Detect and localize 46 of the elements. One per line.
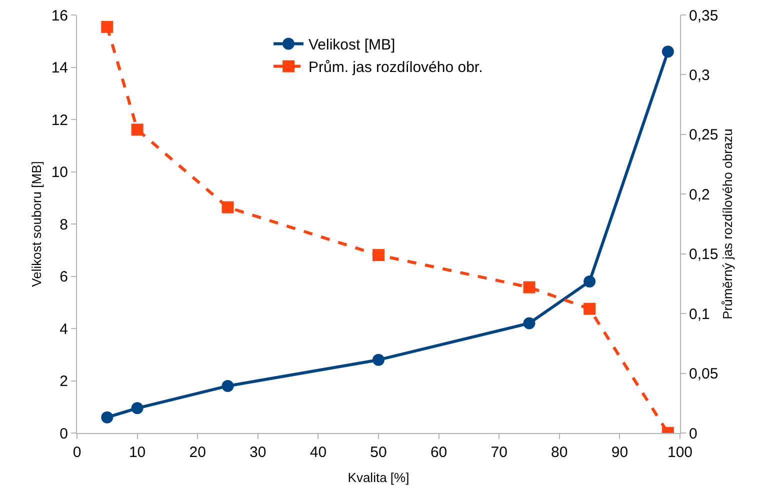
legend-label: Prům. jas rozdílového obr. xyxy=(308,59,483,76)
point xyxy=(372,249,384,262)
point xyxy=(662,46,674,58)
y-tick-label: 0 xyxy=(60,425,68,442)
point xyxy=(222,201,234,214)
point xyxy=(584,302,596,315)
x-tick-label: 30 xyxy=(250,444,266,461)
y-tick-label: 16 xyxy=(51,7,68,24)
x-axis-title: Kvalita [%] xyxy=(348,470,410,485)
x-tick-label: 80 xyxy=(551,444,568,461)
x-tick-label: 0 xyxy=(72,444,82,461)
point xyxy=(101,20,114,33)
x-tick-label: 60 xyxy=(430,444,448,461)
x-tick-label: 10 xyxy=(128,444,146,461)
legend-label: Velikost [MB] xyxy=(308,36,396,54)
y-tick-label: 14 xyxy=(51,60,68,76)
point xyxy=(523,281,536,294)
point xyxy=(131,402,144,414)
point xyxy=(584,275,596,288)
x-tick-label: 20 xyxy=(189,444,206,461)
y2-tick-label: 0 xyxy=(689,425,698,442)
y2-tick-label: 0,35 xyxy=(689,7,718,24)
y2-tick-label: 0,1 xyxy=(689,306,710,323)
y2-tick-label: 0,25 xyxy=(689,126,718,144)
y-axis-title: Velikost souboru [MB] xyxy=(29,161,44,287)
y-tick-label: 2 xyxy=(60,373,68,390)
point xyxy=(101,411,114,424)
y-tick-label: 6 xyxy=(60,268,68,286)
x-tick-label: 40 xyxy=(310,444,327,461)
y-tick-label: 12 xyxy=(51,112,68,129)
x-tick-label: 50 xyxy=(370,444,387,461)
y2-tick-label: 0,2 xyxy=(689,186,710,204)
x-tick-label: 90 xyxy=(611,444,628,461)
x-tick-label: 70 xyxy=(490,444,508,461)
y-tick-label: 4 xyxy=(60,320,68,338)
y-tick-label: 8 xyxy=(60,216,68,234)
y-tick-label: 10 xyxy=(51,164,68,181)
y2-tick-label: 0,15 xyxy=(689,246,718,264)
x-tick-label: 100 xyxy=(667,444,693,461)
point xyxy=(222,380,234,392)
point xyxy=(372,354,384,366)
y2-tick-label: 0,3 xyxy=(689,66,710,84)
point xyxy=(523,317,536,330)
point xyxy=(131,124,144,136)
y2-tick-label: 0,05 xyxy=(689,366,718,383)
y2-axis-title: Průměrný jas rozdílového obrazu xyxy=(720,128,736,320)
